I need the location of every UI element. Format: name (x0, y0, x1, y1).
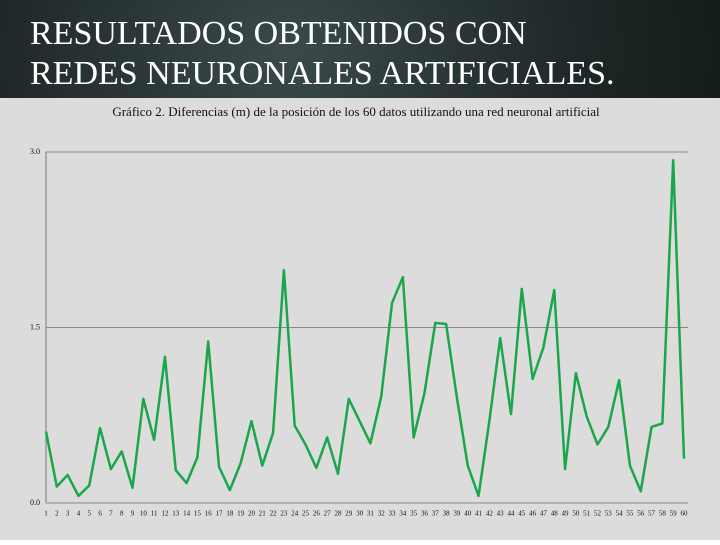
x-tick-label: 41 (475, 510, 483, 518)
x-tick-label: 42 (486, 510, 494, 518)
x-tick-label: 24 (291, 510, 299, 518)
x-tick-label: 36 (421, 510, 429, 518)
x-tick-label: 50 (572, 510, 580, 518)
x-tick-label: 38 (443, 510, 451, 518)
x-tick-label: 5 (88, 510, 92, 518)
x-tick-label: 6 (98, 510, 102, 518)
x-tick-label: 59 (670, 510, 678, 518)
x-tick-label: 21 (259, 510, 267, 518)
x-tick-label: 46 (529, 510, 537, 518)
x-tick-label: 56 (637, 510, 645, 518)
x-tick-label: 23 (280, 510, 288, 518)
x-tick-label: 10 (140, 510, 148, 518)
x-tick-label: 57 (648, 510, 656, 518)
chart-panel (0, 98, 720, 540)
y-tick-label: 3.0 (30, 147, 40, 156)
x-tick-label: 25 (302, 510, 310, 518)
x-tick-label: 7 (109, 510, 113, 518)
x-tick-label: 1 (44, 510, 48, 518)
x-tick-label: 12 (161, 510, 169, 518)
x-tick-label: 43 (497, 510, 505, 518)
x-tick-label: 39 (453, 510, 461, 518)
y-tick-label: 0.0 (30, 498, 40, 507)
x-tick-label: 11 (151, 510, 158, 518)
data-line (44, 158, 686, 498)
x-tick-label: 31 (367, 510, 375, 518)
x-tick-label: 51 (583, 510, 591, 518)
x-tick-label: 47 (540, 510, 548, 518)
x-tick-label: 49 (562, 510, 570, 518)
x-tick-label: 18 (226, 510, 234, 518)
x-tick-label: 28 (334, 510, 342, 518)
x-tick-label: 37 (432, 510, 440, 518)
x-tick-label: 32 (378, 510, 386, 518)
x-tick-label: 29 (345, 510, 353, 518)
slide-title: RESULTADOS OBTENIDOS CON (30, 15, 527, 52)
x-tick-label: 52 (594, 510, 602, 518)
y-tick-label: 1.5 (30, 322, 40, 331)
x-tick-label: 22 (270, 510, 278, 518)
x-tick-label: 15 (194, 510, 202, 518)
x-tick-label: 33 (389, 510, 397, 518)
x-tick-label: 19 (237, 510, 245, 518)
x-tick-label: 16 (205, 510, 213, 518)
x-tick-label: 35 (410, 510, 418, 518)
x-tick-label: 4 (77, 510, 81, 518)
x-tick-label: 26 (313, 510, 321, 518)
x-tick-label: 45 (518, 510, 526, 518)
x-tick-label: 17 (216, 510, 224, 518)
slide-title: REDES NEURONALES ARTIFICIALES. (30, 55, 614, 92)
x-tick-label: 30 (356, 510, 364, 518)
x-tick-label: 58 (659, 510, 667, 518)
x-tick-label: 44 (507, 510, 515, 518)
x-tick-label: 2 (55, 510, 59, 518)
x-tick-label: 13 (172, 510, 180, 518)
chart-title: Gráfico 2. Diferencias (m) de la posició… (112, 104, 600, 119)
x-tick-label: 20 (248, 510, 256, 518)
x-tick-label: 60 (681, 510, 689, 518)
x-tick-label: 54 (616, 510, 624, 518)
x-tick-label: 3 (66, 510, 70, 518)
x-tick-label: 27 (324, 510, 332, 518)
x-tick-label: 48 (551, 510, 559, 518)
x-tick-label: 55 (626, 510, 634, 518)
x-tick-label: 8 (120, 510, 124, 518)
x-tick-label: 9 (131, 510, 135, 518)
x-tick-label: 14 (183, 510, 191, 518)
x-tick-label: 40 (464, 510, 472, 518)
x-tick-label: 34 (399, 510, 407, 518)
x-tick-label: 53 (605, 510, 613, 518)
